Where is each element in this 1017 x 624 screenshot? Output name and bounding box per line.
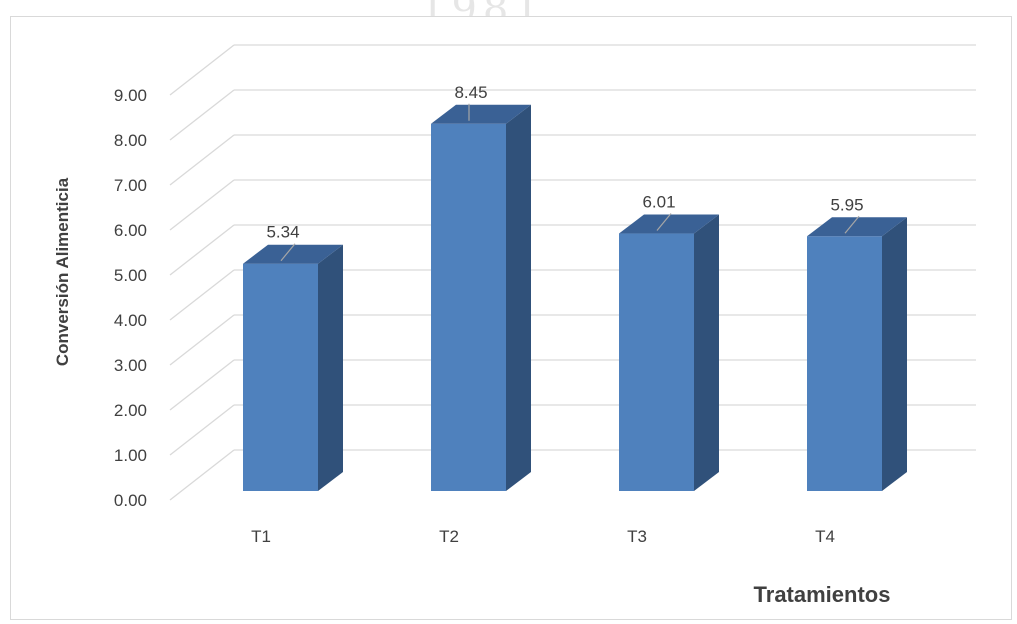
bar-top-T3 xyxy=(619,214,719,234)
bar-side-T1 xyxy=(318,244,343,491)
data-labels: 5.34 8.45 6.01 5.95 xyxy=(266,83,864,262)
y-axis-ticks: 0.00 1.00 2.00 3.00 4.00 5.00 6.00 7.00 8.00 9.00 xyxy=(114,86,147,510)
bar-side-T4 xyxy=(882,217,907,491)
data-label: 5.34 xyxy=(266,223,299,242)
gridline-diagonal xyxy=(169,449,235,501)
bar-top-T2 xyxy=(431,104,531,124)
y-axis-label: Conversión Alimenticia xyxy=(53,177,72,366)
x-tick-label: T3 xyxy=(627,527,647,546)
gridline-diagonal xyxy=(169,269,235,321)
gridline-diagonal xyxy=(169,224,235,276)
gridline-diagonal xyxy=(169,134,235,186)
y-tick-label: 5.00 xyxy=(114,266,147,285)
bar-front-T3 xyxy=(619,233,694,492)
x-tick-label: T1 xyxy=(251,527,271,546)
gridline-diagonal xyxy=(169,44,235,96)
y-tick-label: 7.00 xyxy=(114,176,147,195)
y-tick-label: 3.00 xyxy=(114,356,147,375)
data-label: 6.01 xyxy=(642,193,675,212)
x-tick-label: T4 xyxy=(815,527,835,546)
bar-top-T4 xyxy=(807,217,907,237)
data-label: 8.45 xyxy=(454,83,487,102)
x-axis-label: Tratamientos xyxy=(754,582,891,607)
gridline-diagonal xyxy=(169,359,235,411)
bar-side-T3 xyxy=(694,214,719,492)
y-tick-label: 1.00 xyxy=(114,446,147,465)
gridline-diagonal xyxy=(169,404,235,456)
gridline-diagonal xyxy=(169,179,235,231)
leader-line xyxy=(656,213,672,231)
leader-line xyxy=(844,215,860,234)
y-tick-label: 4.00 xyxy=(114,311,147,330)
gridline-diagonal xyxy=(169,314,235,366)
y-tick-label: 0.00 xyxy=(114,491,147,510)
gridline-diagonal xyxy=(169,89,235,141)
bar-top-T1 xyxy=(243,244,343,264)
bar-front-T4 xyxy=(807,236,882,491)
bars xyxy=(243,104,907,492)
bar-front-T1 xyxy=(243,263,318,491)
bar-front-T2 xyxy=(431,123,506,491)
x-tick-label: T2 xyxy=(439,527,459,546)
y-tick-label: 2.00 xyxy=(114,401,147,420)
y-tick-label: 8.00 xyxy=(114,131,147,150)
x-axis-ticks: T1 T2 T3 T4 xyxy=(251,527,835,546)
y-tick-label: 6.00 xyxy=(114,221,147,240)
bar-side-T2 xyxy=(506,104,531,491)
leader-line xyxy=(280,243,296,262)
data-label: 5.95 xyxy=(830,195,863,214)
y-tick-label: 9.00 xyxy=(114,86,147,105)
